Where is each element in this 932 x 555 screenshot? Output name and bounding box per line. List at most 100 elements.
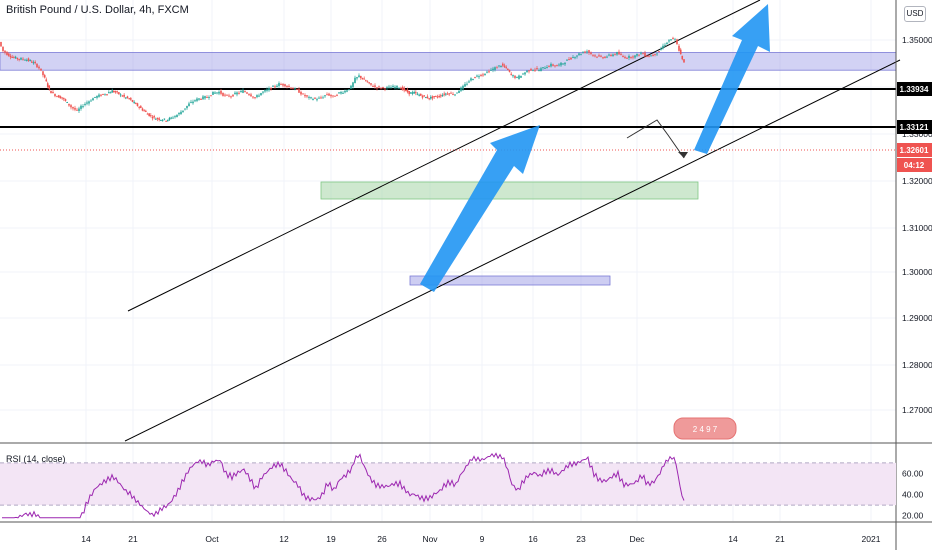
candle-body <box>248 93 250 95</box>
candle-body <box>588 50 590 53</box>
candle-body <box>476 75 478 77</box>
candle-body <box>138 106 140 108</box>
candle-body <box>494 67 496 71</box>
candle-body <box>448 93 450 95</box>
candle-body <box>145 110 147 112</box>
candle-body <box>474 77 476 79</box>
candle-body <box>582 52 584 54</box>
candle-body <box>246 92 248 94</box>
candle-body <box>406 89 409 93</box>
candle-body <box>260 93 262 96</box>
candle-body <box>27 58 30 61</box>
candle-body <box>86 102 88 104</box>
candle-body <box>244 91 246 93</box>
candle-body <box>236 92 238 95</box>
candle-body <box>646 55 648 57</box>
candle-body <box>218 91 220 94</box>
candle-body <box>618 51 620 55</box>
y-axis-tick-label: 1.28000 <box>902 360 932 370</box>
demand-zone <box>409 275 611 286</box>
candle-body <box>80 105 82 109</box>
candle-body <box>141 108 144 111</box>
candle-body <box>670 39 672 41</box>
support-zone <box>320 181 699 200</box>
currency-badge[interactable]: USD <box>904 6 926 22</box>
candle-body <box>151 116 154 119</box>
candle-body <box>378 86 380 88</box>
candle-body <box>172 117 174 119</box>
rsi-tick-label: 60.00 <box>902 468 924 478</box>
candle-body <box>508 69 511 72</box>
candle-body <box>45 79 48 82</box>
x-axis-tick-label: 23 <box>576 534 586 544</box>
candle-body <box>163 118 166 120</box>
candle-body <box>238 92 240 94</box>
candle-body <box>290 87 292 89</box>
candle-body <box>140 106 142 109</box>
candle-body <box>363 78 365 80</box>
candle-body <box>614 54 616 56</box>
candle-body <box>596 56 598 58</box>
candle-body <box>254 97 256 99</box>
candle-body <box>26 59 28 61</box>
candle-body <box>11 56 13 58</box>
candle-body <box>540 68 542 72</box>
candle-body <box>380 87 382 89</box>
candle-body <box>178 112 180 115</box>
candle-body <box>416 93 419 95</box>
rsi-line <box>2 452 685 519</box>
candle-body <box>640 52 642 54</box>
candle-body <box>358 75 360 78</box>
candle-body <box>9 55 12 58</box>
candle-body <box>584 51 586 53</box>
candle-body <box>190 101 192 103</box>
countdown-tag-bg <box>897 158 932 172</box>
candle-body <box>324 95 326 97</box>
candle-body <box>274 86 276 88</box>
candle-body <box>354 77 356 84</box>
candle-body <box>445 93 447 95</box>
candle-body <box>256 95 258 98</box>
candle-body <box>662 45 664 49</box>
candle-body <box>296 88 298 90</box>
x-axis-tick-label: 16 <box>528 534 538 544</box>
x-axis-tick-label: 26 <box>377 534 387 544</box>
candle-body <box>232 94 234 97</box>
candle-body <box>610 54 612 56</box>
candle-body <box>658 51 660 53</box>
candle-body <box>622 55 624 57</box>
candle-body <box>520 75 522 78</box>
candle-body <box>592 54 594 56</box>
candle-body <box>466 83 468 85</box>
candle-body <box>382 87 384 89</box>
candle-body <box>278 83 280 86</box>
candle-body <box>320 97 322 99</box>
candle-body <box>4 50 6 53</box>
candle-body <box>350 85 352 89</box>
candle-body <box>94 96 96 98</box>
candle-body <box>438 95 440 97</box>
candle-body <box>90 100 92 102</box>
candle-body <box>486 71 488 73</box>
candle-body <box>384 88 386 90</box>
candle-body <box>604 56 606 58</box>
candle-body <box>176 115 178 118</box>
candle-body <box>628 55 630 58</box>
candle-body <box>452 93 454 95</box>
candle-body <box>50 90 52 94</box>
candle-body <box>372 85 374 87</box>
candle-body <box>518 75 520 79</box>
candle-body <box>462 85 464 90</box>
candle-body <box>413 92 415 94</box>
candle-body <box>544 67 546 69</box>
candle-body <box>20 58 22 60</box>
candle-body <box>76 109 78 111</box>
candle-body <box>458 90 460 93</box>
resistance-zone <box>0 52 897 71</box>
candle-body <box>128 98 130 100</box>
candle-body <box>18 58 20 60</box>
candle-body <box>121 95 124 97</box>
candle-body <box>538 70 540 72</box>
